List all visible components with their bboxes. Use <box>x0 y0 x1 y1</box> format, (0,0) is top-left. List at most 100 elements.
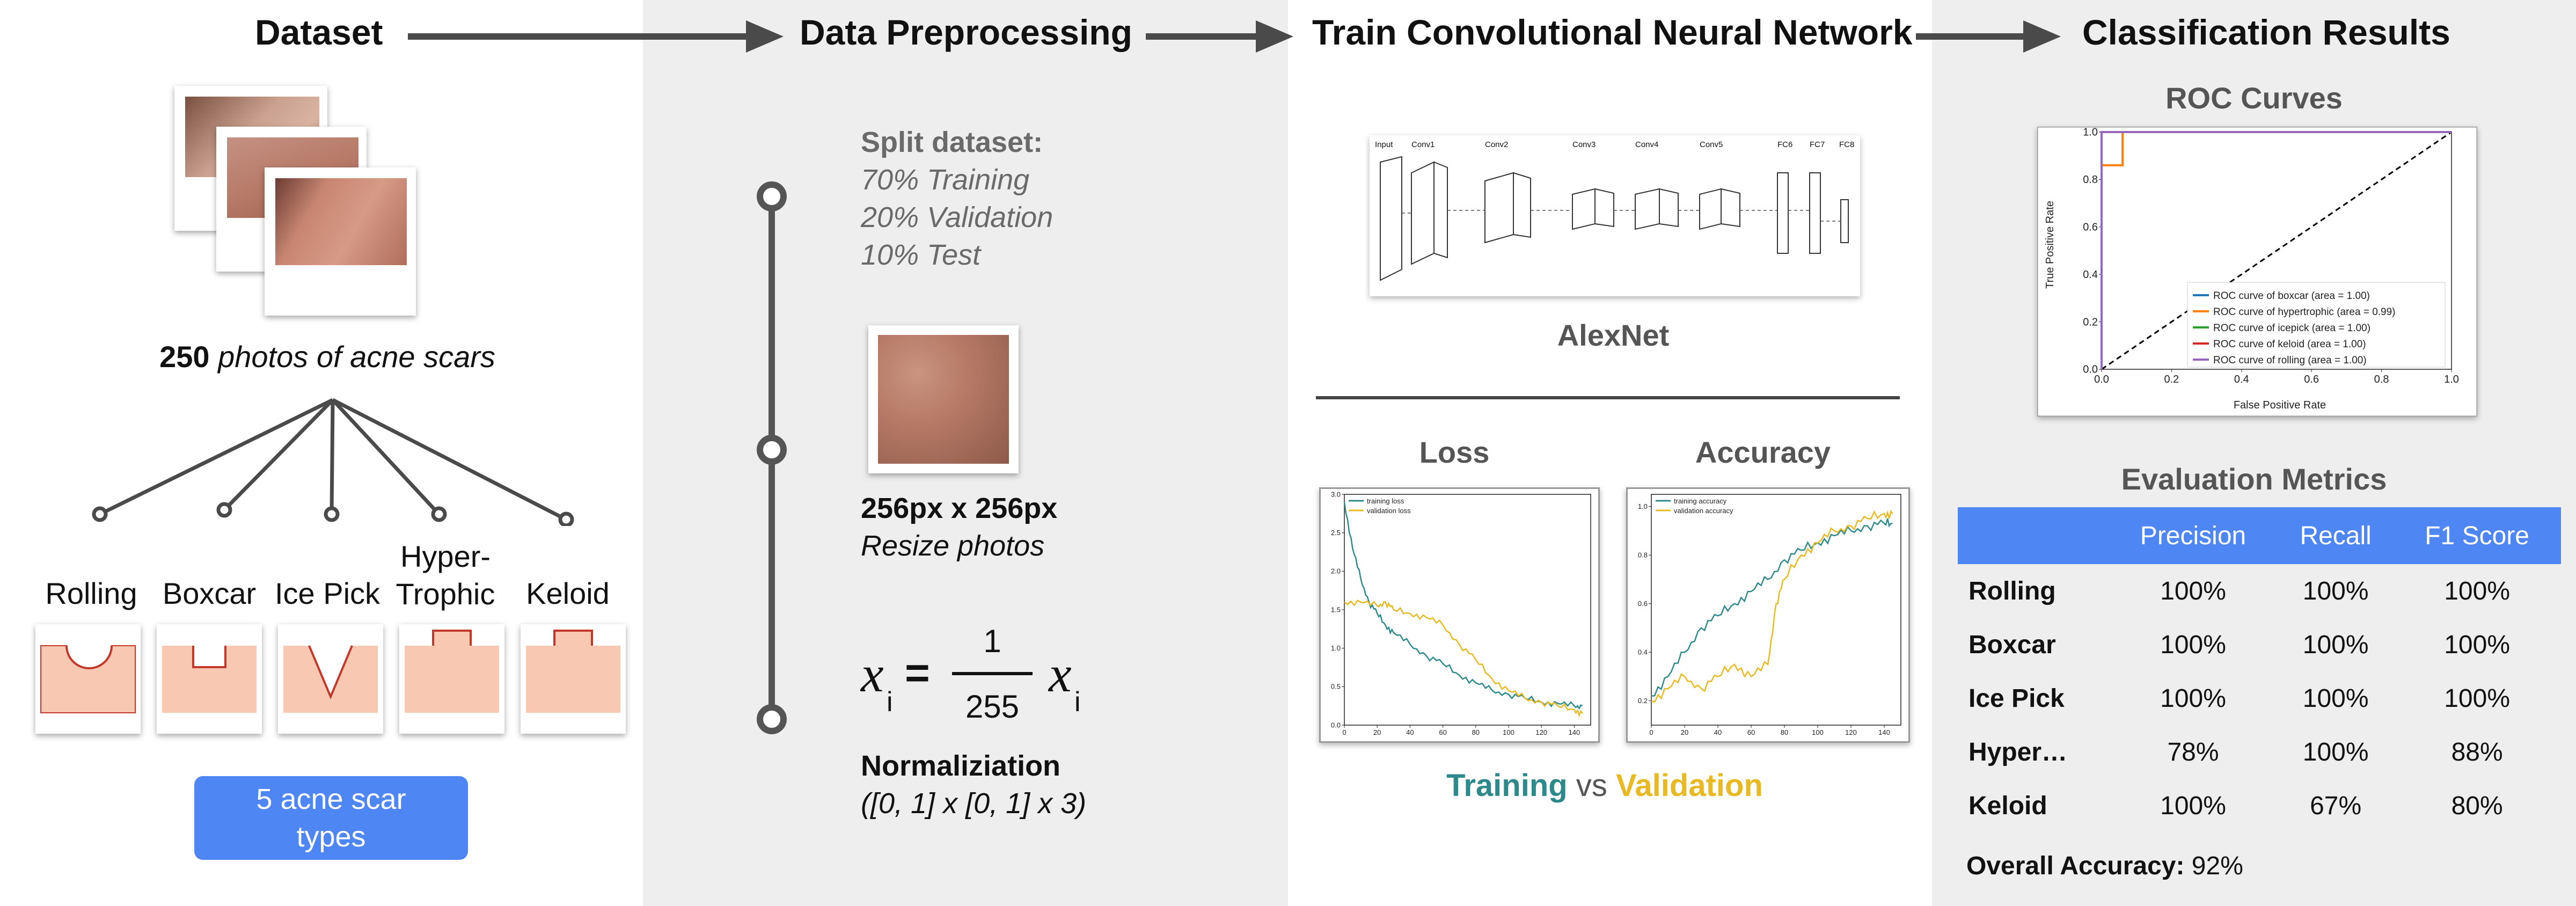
alexnet-layer-label: Conv4 <box>1635 140 1658 149</box>
alexnet-diagram: Input Conv1 Conv2 Conv3 Conv4 Conv5 FC6 FC7 FC8 <box>1370 135 1860 296</box>
y-tick-label: 0.6 <box>1638 600 1648 608</box>
legend-label: training accuracy <box>1674 497 1727 505</box>
table-row: Ice Pick 100% 100% 100% <box>1968 684 2510 713</box>
table-row: Hyper… 78% 100% 88% <box>1958 725 2561 779</box>
x-tick-label: 120 <box>1535 728 1547 736</box>
table-row: Keloid 100% 67% 80% <box>1968 791 2503 820</box>
y-tick-label: 2.0 <box>1331 567 1341 575</box>
header-preprocessing: Data Preprocessing <box>800 12 1132 52</box>
col-f1: F1 Score <box>2393 507 2561 564</box>
y-tick-label: 0.0 <box>2083 364 2098 376</box>
resize-block: 256px x 256px Resize photos <box>861 492 1058 562</box>
scar-label-rolling: Rolling <box>45 576 137 610</box>
x-tick-label: 0.0 <box>2094 374 2109 385</box>
train-legend: Training vs Validation <box>1446 768 1763 803</box>
x-tick-label: 20 <box>1681 728 1688 736</box>
series-line-validation-accuracy <box>1651 509 1893 703</box>
x-tick-label: 120 <box>1845 728 1857 736</box>
scar-diagram-hypertrophic <box>399 624 504 734</box>
scar-types-button[interactable]: 5 acne scar types <box>194 776 468 860</box>
header-results: Classification Results <box>2082 12 2450 52</box>
accuracy-title: Accuracy <box>1695 435 1831 469</box>
scar-label-icepick: Ice Pick <box>274 576 380 610</box>
y-tick-label: 1.5 <box>1331 605 1341 613</box>
x-tick-label: 40 <box>1714 728 1722 736</box>
alexnet-layer-label: Conv1 <box>1411 140 1435 149</box>
series-line-validation-loss <box>1344 600 1583 718</box>
scar-label-hypertrophic: Hyper- Trophic <box>396 539 495 611</box>
roc-legend-box <box>2187 282 2446 368</box>
alexnet-layer-label: FC8 <box>1839 140 1854 149</box>
legend-label: validation loss <box>1367 507 1411 515</box>
split-dataset-block: Split dataset: 70% Training 20% Validati… <box>861 126 1053 271</box>
scar-type-tree <box>92 398 574 526</box>
x-tick-label: 60 <box>1747 728 1755 736</box>
table-row: Boxcar 100% 100% 100% <box>1958 618 2561 671</box>
y-tick-label: 1.0 <box>2083 127 2098 138</box>
series-line-training-accuracy <box>1651 518 1893 697</box>
loss-chart: 0 20 40 60 80 100 120 140 0.0 0.5 1.0 1.5 2.0 2.5 3.0 t… <box>1319 487 1600 743</box>
overall-accuracy: Overall Accuracy: 92% <box>1966 852 2243 880</box>
col-precision: Precision <box>2108 507 2279 564</box>
loss-title: Loss <box>1419 435 1490 469</box>
y-tick-label: 0.5 <box>1331 683 1341 691</box>
face-photo-3 <box>265 167 416 316</box>
roc-title: ROC Curves <box>2165 81 2343 115</box>
alexnet-layer-label: Conv2 <box>1485 140 1508 149</box>
plot-frame <box>1651 494 1901 726</box>
alexnet-layer-label: FC6 <box>1777 140 1792 149</box>
x-tick-label: 140 <box>1569 728 1580 736</box>
roc-legend-label: ROC curve of rolling (area = 1.00) <box>2213 355 2367 366</box>
y-tick-label: 0.2 <box>2083 316 2098 328</box>
alexnet-title: AlexNet <box>1557 318 1670 352</box>
scar-label-boxcar: Boxcar <box>162 576 257 610</box>
series-line-rolling <box>2101 131 2451 369</box>
chance-line <box>2101 131 2452 370</box>
alexnet-layer-label: Input <box>1375 140 1393 149</box>
dataset-caption: 250 photos of acne scars <box>159 340 495 374</box>
y-tick-label: 2.5 <box>1331 529 1341 537</box>
x-tick-label: 100 <box>1812 728 1824 736</box>
y-tick-label: 1.0 <box>1331 644 1341 652</box>
alexnet-layer-label: FC7 <box>1810 140 1825 149</box>
accuracy-chart: 0 20 40 60 80 100 120 140 0.2 0.4 0.6 0.8 1.0 trainin… <box>1626 487 1910 743</box>
y-tick-label: 1.0 <box>1638 502 1648 510</box>
x-tick-label: 80 <box>1472 728 1480 736</box>
roc-card <box>2037 127 2477 417</box>
scar-diagram-icepick <box>278 624 383 734</box>
metrics-header-row: Precision Recall F1 Score <box>1958 507 2561 564</box>
table-row: Rolling 100% 100% 100% <box>1968 576 2510 605</box>
y-tick-label: 0.0 <box>1331 721 1341 729</box>
pipeline-timeline <box>757 181 787 734</box>
scar-diagram-rolling <box>35 624 141 734</box>
skin-patch-photo <box>868 325 1019 473</box>
x-tick-label: 40 <box>1406 728 1414 736</box>
alexnet-layer-label: Conv3 <box>1572 140 1596 149</box>
y-tick-label: 0.6 <box>2083 221 2098 233</box>
header-train: Train Convolutional Neural Network <box>1312 12 1913 52</box>
y-tick-label: 0.2 <box>1638 697 1648 705</box>
x-tick-label: 0.8 <box>2374 374 2389 385</box>
roc-legend-label: ROC curve of boxcar (area = 1.00) <box>2213 290 2370 302</box>
roc-legend-label: ROC curve of hypertrophic (area = 0.99) <box>2213 306 2396 318</box>
metrics-table: Precision Recall F1 Score Rolling 100% 1… <box>1958 507 2561 832</box>
x-tick-label: 0.6 <box>2304 374 2319 385</box>
x-tick-label: 20 <box>1373 728 1381 736</box>
x-tick-label: 0 <box>1649 728 1653 736</box>
x-tick-label: 100 <box>1503 728 1514 736</box>
roc-chart: 0.0 0.2 0.4 0.6 0.8 1.0 0.0 0.2 0.4 0.6 0.8 1.0 Fals… <box>2037 127 2477 417</box>
roc-legend-label: ROC curve of icepick (area = 1.00) <box>2213 323 2370 334</box>
legend-label: validation accuracy <box>1674 507 1733 515</box>
x-tick-label: 0.2 <box>2164 374 2179 385</box>
x-tick-label: 140 <box>1878 728 1890 736</box>
x-tick-label: 0.4 <box>2234 374 2249 385</box>
x-tick-label: 60 <box>1439 728 1446 736</box>
x-tick-label: 1.0 <box>2444 374 2459 385</box>
y-tick-label: 0.8 <box>1638 551 1648 559</box>
normalization-block: Normaliziation ([0, 1] x [0, 1] x 3) <box>861 750 1087 820</box>
roc-xlabel: False Positive Rate <box>2234 399 2326 411</box>
y-tick-label: 0.4 <box>1638 648 1648 656</box>
alexnet-layer-label: Conv5 <box>1700 140 1723 149</box>
normalization-formula: x i = 1 255 x i <box>861 623 1081 725</box>
roc-legend-label: ROC curve of keloid (area = 1.00) <box>2213 339 2366 350</box>
